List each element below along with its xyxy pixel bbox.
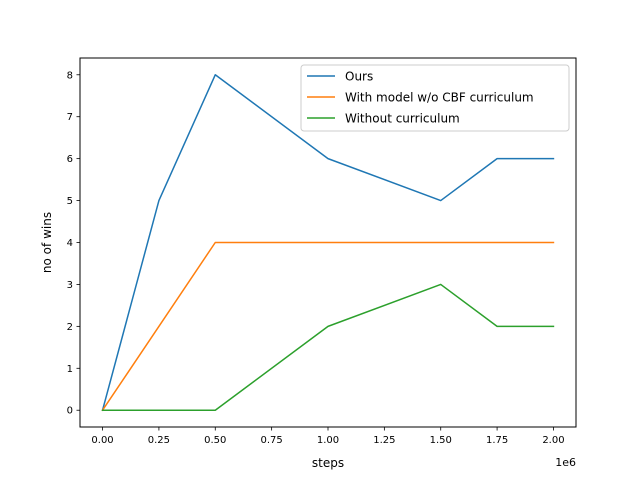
x-axis-ticks: 0.00 0.25 0.50 0.75 1.00 1.25 1.50 1.75 2.00 <box>91 427 565 446</box>
x-tick-label: 0.50 <box>204 435 226 446</box>
y-tick-label: 0 <box>67 406 73 417</box>
y-axis-label: no of wins <box>40 212 54 273</box>
series-line-2 <box>101 283 555 411</box>
legend: Ours With model w/o CBF curriculum Without… <box>300 64 570 132</box>
legend-label: With model w/o CBF curriculum <box>345 91 534 105</box>
y-tick-label: 6 <box>67 154 73 165</box>
y-tick-label: 3 <box>67 280 73 291</box>
x-tick-label: 1.50 <box>430 435 452 446</box>
x-tick-label: 0.00 <box>91 435 113 446</box>
y-axis-ticks: 0 1 2 3 4 5 6 7 8 <box>67 70 80 417</box>
series-line-1 <box>101 241 555 412</box>
y-tick-label: 2 <box>67 322 73 333</box>
series-line-0 <box>101 74 555 412</box>
x-axis-label: steps <box>312 456 344 470</box>
x-axis-offset-label: 1e6 <box>555 456 576 469</box>
legend-label: Ours <box>345 70 373 84</box>
x-tick-label: 1.75 <box>486 435 508 446</box>
x-tick-label: 0.25 <box>148 435 170 446</box>
legend-box <box>300 64 570 132</box>
y-tick-label: 4 <box>67 238 73 249</box>
x-tick-label: 0.75 <box>261 435 283 446</box>
legend-label: Without curriculum <box>345 112 460 126</box>
y-tick-label: 8 <box>67 70 73 81</box>
x-tick-label: 2.00 <box>542 435 564 446</box>
x-tick-label: 1.25 <box>373 435 395 446</box>
x-tick-label: 1.00 <box>317 435 339 446</box>
y-tick-label: 7 <box>67 112 73 123</box>
y-tick-label: 5 <box>67 196 73 207</box>
series-layer <box>101 74 555 412</box>
y-tick-label: 1 <box>67 364 73 375</box>
